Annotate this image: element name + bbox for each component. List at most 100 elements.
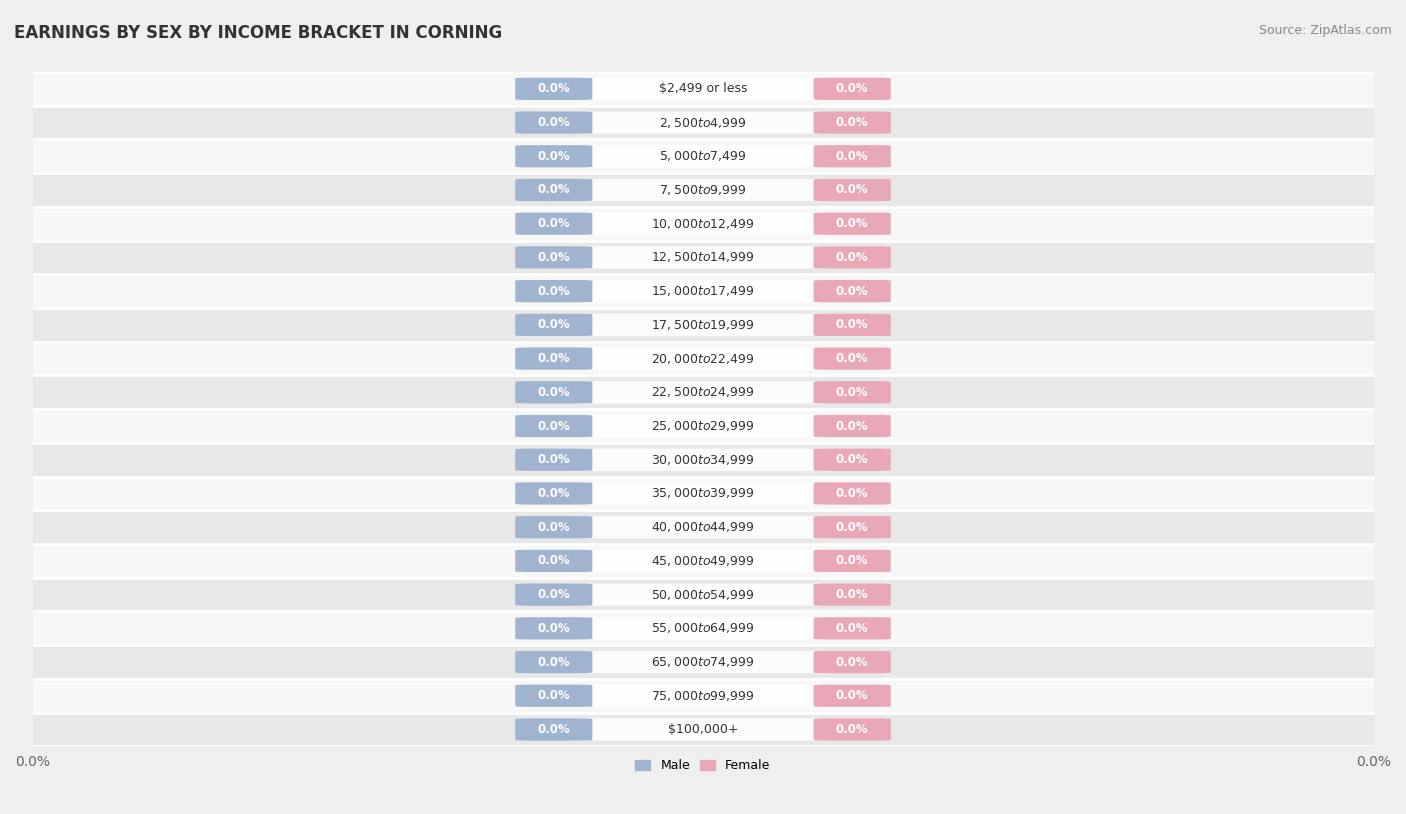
Text: $15,000 to $17,499: $15,000 to $17,499: [651, 284, 755, 298]
Text: $55,000 to $64,999: $55,000 to $64,999: [651, 621, 755, 636]
FancyBboxPatch shape: [515, 584, 592, 606]
FancyBboxPatch shape: [569, 415, 837, 437]
Text: Source: ZipAtlas.com: Source: ZipAtlas.com: [1258, 24, 1392, 37]
Text: 0.0%: 0.0%: [537, 589, 569, 601]
Text: $30,000 to $34,999: $30,000 to $34,999: [651, 453, 755, 466]
Bar: [32, 712, 1374, 746]
Text: $22,500 to $24,999: $22,500 to $24,999: [651, 385, 755, 400]
Text: 0.0%: 0.0%: [837, 589, 869, 601]
Text: $2,499 or less: $2,499 or less: [659, 82, 747, 95]
FancyBboxPatch shape: [814, 381, 891, 404]
FancyBboxPatch shape: [814, 483, 891, 505]
Text: 0.0%: 0.0%: [837, 622, 869, 635]
Text: 0.0%: 0.0%: [537, 554, 569, 567]
Bar: [32, 342, 1374, 375]
FancyBboxPatch shape: [814, 179, 891, 201]
FancyBboxPatch shape: [515, 112, 592, 133]
FancyBboxPatch shape: [569, 483, 837, 505]
Bar: [32, 139, 1374, 173]
Text: $7,500 to $9,999: $7,500 to $9,999: [659, 183, 747, 197]
Text: 0.0%: 0.0%: [837, 116, 869, 129]
Text: $2,500 to $4,999: $2,500 to $4,999: [659, 116, 747, 129]
FancyBboxPatch shape: [569, 617, 837, 640]
FancyBboxPatch shape: [814, 651, 891, 673]
Bar: [32, 679, 1374, 712]
Text: 0.0%: 0.0%: [837, 723, 869, 736]
FancyBboxPatch shape: [569, 651, 837, 673]
Text: 0.0%: 0.0%: [837, 453, 869, 466]
FancyBboxPatch shape: [814, 212, 891, 235]
Text: 0.0%: 0.0%: [537, 116, 569, 129]
FancyBboxPatch shape: [814, 617, 891, 640]
FancyBboxPatch shape: [515, 280, 592, 302]
FancyBboxPatch shape: [515, 313, 592, 336]
Text: $40,000 to $44,999: $40,000 to $44,999: [651, 520, 755, 534]
FancyBboxPatch shape: [569, 449, 837, 470]
Text: $20,000 to $22,499: $20,000 to $22,499: [651, 352, 755, 365]
FancyBboxPatch shape: [814, 112, 891, 133]
FancyBboxPatch shape: [569, 313, 837, 336]
Text: 0.0%: 0.0%: [537, 487, 569, 500]
Text: $100,000+: $100,000+: [668, 723, 738, 736]
FancyBboxPatch shape: [515, 348, 592, 370]
FancyBboxPatch shape: [814, 145, 891, 168]
Bar: [32, 544, 1374, 578]
Text: 0.0%: 0.0%: [837, 521, 869, 534]
FancyBboxPatch shape: [814, 415, 891, 437]
Text: $35,000 to $39,999: $35,000 to $39,999: [651, 487, 755, 501]
Text: $17,500 to $19,999: $17,500 to $19,999: [651, 318, 755, 332]
Text: 0.0%: 0.0%: [837, 82, 869, 95]
FancyBboxPatch shape: [814, 549, 891, 572]
Bar: [32, 646, 1374, 679]
Bar: [32, 510, 1374, 544]
FancyBboxPatch shape: [814, 584, 891, 606]
FancyBboxPatch shape: [569, 212, 837, 235]
Text: 0.0%: 0.0%: [537, 622, 569, 635]
Bar: [32, 477, 1374, 510]
Text: 0.0%: 0.0%: [837, 217, 869, 230]
FancyBboxPatch shape: [515, 212, 592, 235]
Text: 0.0%: 0.0%: [537, 285, 569, 298]
FancyBboxPatch shape: [569, 247, 837, 269]
Text: 0.0%: 0.0%: [537, 352, 569, 365]
Text: 0.0%: 0.0%: [537, 386, 569, 399]
FancyBboxPatch shape: [515, 145, 592, 168]
Bar: [32, 241, 1374, 274]
Bar: [32, 274, 1374, 308]
FancyBboxPatch shape: [569, 516, 837, 538]
Text: 0.0%: 0.0%: [537, 150, 569, 163]
FancyBboxPatch shape: [515, 483, 592, 505]
FancyBboxPatch shape: [569, 719, 837, 741]
FancyBboxPatch shape: [515, 617, 592, 640]
Text: 0.0%: 0.0%: [837, 689, 869, 702]
FancyBboxPatch shape: [515, 179, 592, 201]
FancyBboxPatch shape: [515, 247, 592, 269]
Text: EARNINGS BY SEX BY INCOME BRACKET IN CORNING: EARNINGS BY SEX BY INCOME BRACKET IN COR…: [14, 24, 502, 42]
Text: $50,000 to $54,999: $50,000 to $54,999: [651, 588, 755, 602]
FancyBboxPatch shape: [515, 77, 592, 100]
FancyBboxPatch shape: [814, 685, 891, 707]
FancyBboxPatch shape: [569, 77, 837, 100]
Bar: [32, 375, 1374, 409]
Text: 0.0%: 0.0%: [537, 689, 569, 702]
Text: 0.0%: 0.0%: [537, 419, 569, 432]
Text: 0.0%: 0.0%: [537, 453, 569, 466]
Text: 0.0%: 0.0%: [837, 554, 869, 567]
FancyBboxPatch shape: [515, 381, 592, 404]
Text: 0.0%: 0.0%: [837, 386, 869, 399]
Text: $5,000 to $7,499: $5,000 to $7,499: [659, 149, 747, 164]
Legend: Male, Female: Male, Female: [630, 755, 776, 777]
FancyBboxPatch shape: [814, 247, 891, 269]
FancyBboxPatch shape: [515, 651, 592, 673]
Text: $12,500 to $14,999: $12,500 to $14,999: [651, 251, 755, 265]
Text: 0.0%: 0.0%: [837, 487, 869, 500]
FancyBboxPatch shape: [569, 348, 837, 370]
Bar: [32, 106, 1374, 139]
FancyBboxPatch shape: [569, 280, 837, 302]
FancyBboxPatch shape: [515, 719, 592, 741]
Bar: [32, 409, 1374, 443]
Text: 0.0%: 0.0%: [537, 82, 569, 95]
Text: 0.0%: 0.0%: [537, 217, 569, 230]
Text: 0.0%: 0.0%: [837, 183, 869, 196]
FancyBboxPatch shape: [569, 685, 837, 707]
